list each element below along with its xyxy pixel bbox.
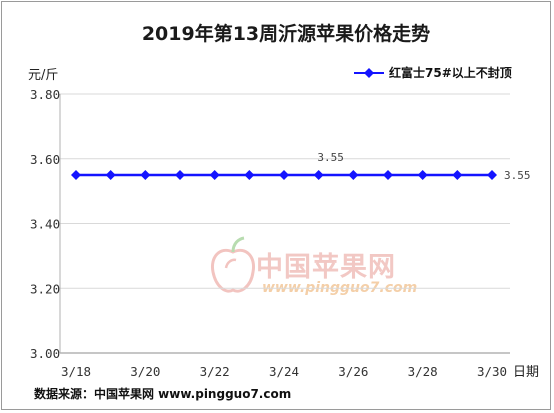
- data-point: [452, 169, 463, 180]
- y-tick-label: 3.40: [30, 217, 60, 232]
- data-point: [71, 169, 81, 180]
- x-tick-label: 3/18: [61, 364, 91, 379]
- data-point: [209, 169, 220, 180]
- chart-title: 2019年第13周沂源苹果价格走势: [142, 22, 430, 45]
- y-tick-label: 3.00: [30, 346, 60, 361]
- data-label: 3.55: [317, 151, 344, 164]
- x-tick-label: 3/26: [338, 364, 368, 379]
- series-group: [71, 169, 497, 180]
- apple-logo-icon: [210, 236, 256, 293]
- x-axis-label: 日期: [513, 365, 539, 380]
- x-tick-label: 3/24: [269, 364, 299, 379]
- data-point: [487, 169, 497, 180]
- y-tick-label: 3.60: [30, 152, 60, 167]
- y-axis-label: 元/斤: [28, 68, 58, 83]
- y-tick-label: 3.20: [30, 281, 60, 296]
- watermark: 中国苹果网 www.pingguo7.com: [210, 236, 417, 296]
- y-tick-labels: 3.00 3.20 3.40 3.60 3.80: [30, 87, 60, 361]
- x-tick-labels: 3/18 3/20 3/22 3/24 3/26 3/28 3/30: [61, 364, 507, 379]
- x-tick-label: 3/30: [477, 364, 507, 379]
- x-tick-label: 3/28: [408, 364, 438, 379]
- legend: 红富士75#以上不封顶: [354, 65, 512, 80]
- data-point: [417, 169, 428, 180]
- data-point: [383, 169, 393, 180]
- y-tick-label: 3.80: [30, 87, 60, 102]
- grid-lines: [59, 93, 510, 354]
- legend-marker-icon: [364, 68, 374, 78]
- x-tick-label: 3/22: [200, 364, 230, 379]
- data-point: [140, 169, 151, 180]
- data-point: [279, 169, 289, 180]
- data-point: [313, 169, 324, 180]
- data-point: [244, 169, 255, 180]
- legend-label: 红富士75#以上不封顶: [389, 65, 512, 80]
- data-label: 3.55: [504, 169, 531, 182]
- x-tick-label: 3/20: [130, 364, 160, 379]
- data-point: [348, 169, 359, 180]
- source-note: 数据来源：中国苹果网 www.pingguo7.com: [34, 386, 291, 401]
- data-point: [105, 169, 116, 180]
- data-labels: 3.55 3.55: [317, 151, 530, 182]
- data-point: [175, 169, 185, 180]
- watermark-name: 中国苹果网: [256, 252, 396, 283]
